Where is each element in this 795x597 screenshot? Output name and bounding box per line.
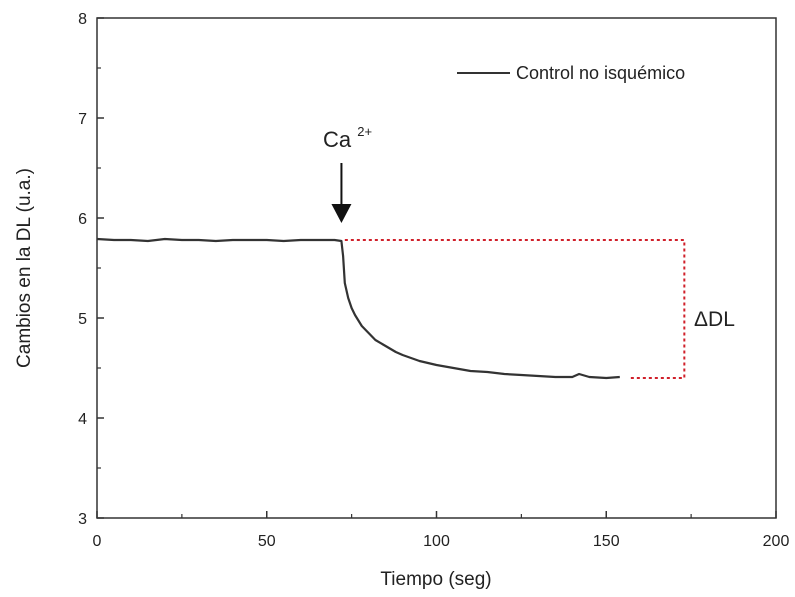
series-line <box>96 237 620 380</box>
series-layer <box>96 237 620 380</box>
y-tick-label: 7 <box>78 111 87 128</box>
y-axis-ticks: 3 4 5 6 7 8 <box>78 11 104 528</box>
y-tick-label: 6 <box>78 211 87 228</box>
plot-frame <box>96 17 777 519</box>
x-tick-label: 150 <box>593 533 620 550</box>
annotation-layer <box>331 163 686 379</box>
x-axis-label: Tiempo (seg) <box>380 569 491 590</box>
delta-dl-label: ΔDL <box>694 308 735 331</box>
y-axis-label: Cambios en la DL (u.a.) <box>14 168 35 368</box>
legend: Control no isquémico <box>457 63 685 83</box>
y-tick-label: 3 <box>78 511 87 528</box>
arrow-head <box>331 204 352 223</box>
y-tick-label: 8 <box>78 11 87 28</box>
arrow-label-superscript: 2+ <box>357 124 372 139</box>
x-tick-label: 100 <box>423 533 450 550</box>
delta-bracket <box>344 239 686 379</box>
y-tick-label: 5 <box>78 311 87 328</box>
arrow-label: Ca 2+ <box>323 124 372 152</box>
x-tick-label: 0 <box>93 533 102 550</box>
y-tick-label: 4 <box>78 411 87 428</box>
x-tick-label: 50 <box>258 533 276 550</box>
legend-label: Control no isquémico <box>516 63 685 83</box>
x-axis-ticks: 0 50 100 150 200 <box>93 511 790 550</box>
arrow-label-base: Ca <box>323 127 352 152</box>
x-tick-label: 200 <box>763 533 790 550</box>
